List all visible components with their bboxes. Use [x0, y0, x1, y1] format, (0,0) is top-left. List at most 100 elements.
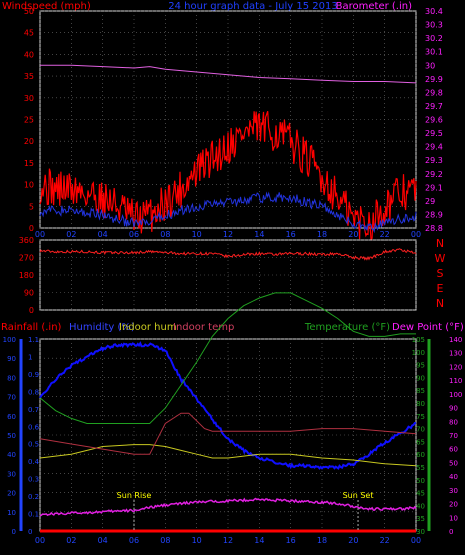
humidity-tick-label: 30 — [7, 470, 16, 478]
windspeed-tick-label: 10 — [24, 181, 34, 190]
barometer-tick-label: 29.5 — [425, 129, 443, 138]
direction-tick-label: 90 — [24, 289, 34, 298]
rainfall-tick-label: 0.4 — [28, 458, 40, 466]
legend-dew-point: Dew Point (°F) — [392, 322, 464, 333]
dew-point-tick-label: 70 — [449, 432, 458, 440]
dew-point-tick-label: 130 — [449, 350, 462, 358]
windspeed-tick-label: 40 — [24, 50, 34, 59]
humidity-tick-label: 70 — [7, 394, 16, 402]
time-tick-label: 00 — [35, 536, 45, 545]
legend-humidity: Humidity (%) — [69, 322, 135, 333]
temperature-tick-label: 35 — [416, 515, 425, 523]
humidity-tick-label: 50 — [7, 432, 16, 440]
time-tick-label: 00 — [411, 536, 421, 545]
dew-point-tick-label: 0 — [449, 528, 453, 536]
barometer-tick-label: 30 — [425, 61, 435, 70]
humidity-tick-label: 60 — [7, 413, 16, 421]
dew-point-tick-label: 40 — [449, 473, 458, 481]
time-tick-label: 10 — [192, 230, 202, 239]
direction-tick-label: 180 — [19, 271, 34, 280]
humidity-tick-label: 80 — [7, 374, 16, 382]
barometer-tick-label: 29.1 — [425, 183, 443, 192]
rainfall-tick-label: 1 — [28, 353, 32, 361]
temperature-tick-label: 30 — [416, 528, 425, 536]
temperature-tick-label: 85 — [416, 387, 425, 395]
temperature-tick-label: 75 — [416, 413, 425, 421]
barometer-tick-label: 30.4 — [425, 7, 443, 16]
windspeed-tick-label: 15 — [24, 159, 34, 168]
time-tick-label: 20 — [348, 536, 358, 545]
humidity-line — [39, 341, 417, 470]
time-tick-label: 02 — [66, 230, 76, 239]
sunset-label: Sun Set — [343, 491, 374, 500]
time-tick-label: 02 — [66, 536, 76, 545]
barometer-line — [40, 64, 417, 84]
humidity-tick-label: 10 — [7, 509, 16, 517]
time-tick-label: 00 — [35, 230, 45, 239]
barometer-tick-label: 29.3 — [425, 156, 443, 165]
temperature-tick-label: 65 — [416, 438, 425, 446]
rainfall-tick-label: 0.5 — [28, 441, 39, 449]
time-tick-label: 08 — [160, 230, 170, 239]
dew-point-tick-label: 90 — [449, 405, 458, 413]
rainfall-tick-label: 0.8 — [28, 388, 39, 396]
windspeed-tick-label: 30 — [24, 94, 34, 103]
barometer-tick-label: 30.2 — [425, 34, 443, 43]
dew-point-tick-label: 30 — [449, 487, 458, 495]
barometer-axis-label: Barometer (.in) — [336, 1, 412, 12]
direction-panel-series — [39, 248, 417, 261]
time-tick-label: 00 — [411, 230, 421, 239]
dew-point-tick-label: 110 — [449, 377, 462, 385]
time-tick-label: 04 — [98, 536, 108, 545]
temperature-tick-label: 95 — [416, 362, 425, 370]
climate-panel-axes: 010203040506070809010000.10.20.30.40.50.… — [3, 336, 463, 536]
temperature-tick-label: 55 — [416, 464, 425, 472]
temperature-tick-label: 70 — [416, 426, 425, 434]
wind-panel-series — [39, 64, 417, 241]
compass-label: W — [435, 252, 446, 265]
windspeed-tick-label: 20 — [24, 137, 34, 146]
rainfall-tick-label: 0.3 — [28, 476, 39, 484]
compass-label: E — [437, 282, 444, 295]
winddir-line — [39, 248, 417, 261]
windspeed-tick-label: 35 — [24, 72, 34, 81]
barometer-tick-label: 29 — [425, 197, 435, 206]
humidity-tick-label: 0 — [12, 528, 16, 536]
temperature-tick-label: 80 — [416, 400, 425, 408]
rainfall-tick-label: 0.1 — [28, 511, 39, 519]
climate-panel-time-ticks: 00 02 04 06 08 10 12 14 16 18 20 22 00 — [35, 536, 421, 545]
legend-rainfall: Rainfall (.in) — [1, 322, 62, 333]
barometer-tick-label: 29.4 — [425, 143, 443, 152]
time-tick-label: 06 — [129, 536, 139, 545]
rainfall-tick-label: 0.9 — [28, 371, 39, 379]
time-tick-label: 16 — [286, 536, 296, 545]
time-tick-label: 22 — [380, 230, 390, 239]
barometer-tick-label: 29.7 — [425, 102, 443, 111]
windspeed-axis-ticks: 0 5 10 15 20 25 30 35 40 45 50 — [24, 7, 34, 233]
barometer-tick-label: 28.8 — [425, 224, 443, 233]
windspeed-tick-label: 0 — [29, 224, 34, 233]
barometer-tick-label: 29.9 — [425, 75, 443, 84]
time-tick-label: 04 — [98, 230, 108, 239]
time-tick-label: 14 — [254, 536, 264, 545]
time-tick-label: 12 — [223, 230, 233, 239]
sun-annotations: Sun Rise Sun Set — [117, 491, 374, 531]
climate-panel-grid — [39, 338, 417, 532]
legend-indoor-hum: Indoor hum — [119, 322, 177, 333]
temperature-tick-label: 100 — [412, 349, 425, 357]
time-tick-label: 20 — [348, 230, 358, 239]
humidity-tick-label: 20 — [7, 490, 16, 498]
rainfall-tick-label: 0.6 — [28, 423, 40, 431]
direction-tick-label: 360 — [19, 236, 34, 245]
humidity-tick-label: 90 — [7, 355, 16, 363]
dew-point-tick-label: 100 — [449, 391, 462, 399]
time-tick-label: 12 — [223, 536, 233, 545]
rainfall-tick-label: 0 — [28, 528, 32, 536]
dew-point-tick-label: 120 — [449, 363, 462, 371]
dew-point-tick-label: 10 — [449, 514, 458, 522]
rainfall-tick-label: 0.7 — [28, 406, 39, 414]
time-tick-label: 14 — [254, 230, 264, 239]
sunrise-label: Sun Rise — [117, 491, 152, 500]
